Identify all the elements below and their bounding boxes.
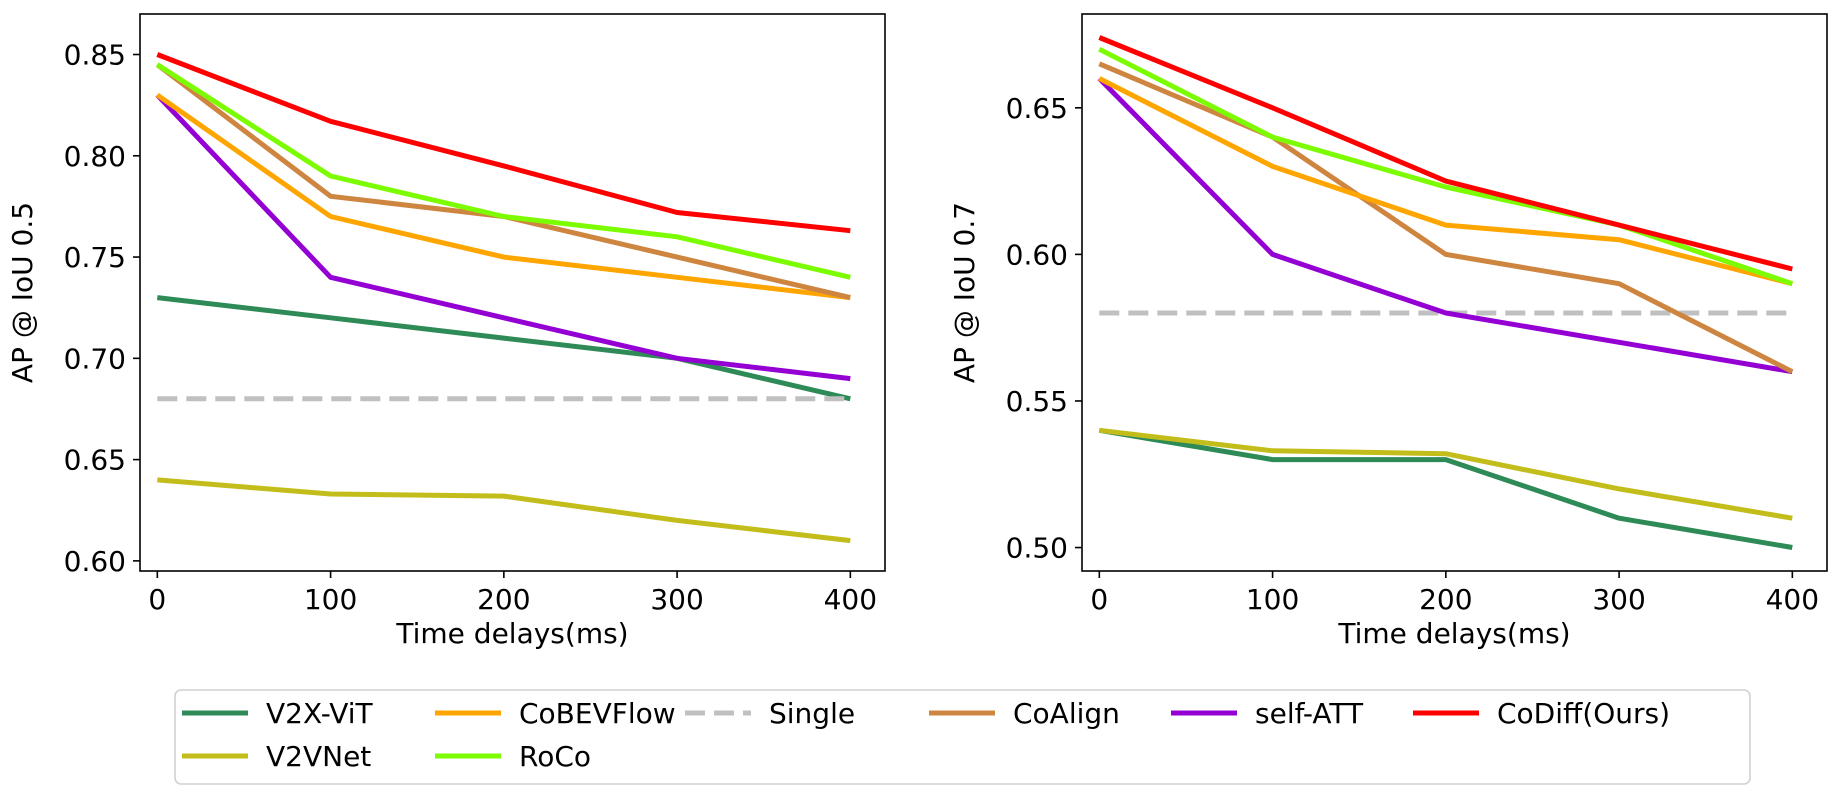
x-tick-label: 300 (1592, 583, 1645, 616)
x-tick-label: 100 (304, 583, 357, 616)
y-axis-label: AP @ IoU 0.5 (6, 202, 39, 383)
series-line-v2vnet (1099, 427, 1793, 521)
legend-label-cobevflow: CoBEVFlow (519, 697, 676, 730)
y-tick-label: 0.65 (64, 444, 126, 477)
y-tick-label: 0.60 (64, 545, 126, 578)
series-line-codiff (1098, 35, 1793, 272)
x-axis-label: Time delays(ms) (1337, 617, 1570, 650)
legend-label-coalign: CoAlign (1013, 697, 1120, 730)
legend-box (174, 689, 1751, 785)
axes-frame (1081, 13, 1828, 572)
series-line-cobevflow (1098, 76, 1793, 287)
x-tick-label: 0 (1090, 583, 1108, 616)
series-line-roco (155, 62, 851, 280)
series-line-v2x_vit (157, 295, 851, 402)
right-plot-ap-iou-0-7: 0 100 200 300 400 0.50 0.55 0.60 0.65 Time delays… (948, 13, 1828, 650)
series-line-self_att (1097, 76, 1793, 375)
y-tick-label: 0.75 (64, 241, 126, 274)
legend-label-self_att: self-ATT (1255, 697, 1364, 730)
legend-label-v2vnet: V2VNet (266, 740, 371, 773)
series-line-codiff (156, 52, 851, 234)
series-line-v2vnet (157, 477, 851, 544)
legend-label-codiff: CoDiff(Ours) (1497, 697, 1670, 730)
y-tick-label: 0.80 (64, 140, 126, 173)
series-group (155, 52, 851, 544)
x-tick-label: 300 (650, 583, 703, 616)
x-tick-label: 0 (148, 583, 166, 616)
y-tick-label: 0.85 (64, 39, 126, 72)
left-plot-ap-iou-0-5: 0 100 200 300 400 0.60 0.65 0.70 0.75 0.80 0.85 Tim… (6, 13, 886, 650)
x-axis-label: Time delays(ms) (395, 617, 628, 650)
legend-label-v2x_vit: V2X-ViT (266, 697, 374, 730)
legend: V2X-ViT V2VNet CoBEVFlow RoCo Single CoAlign s… (174, 689, 1751, 785)
series-line-coalign (1098, 61, 1794, 374)
y-tick-label: 0.50 (1006, 532, 1068, 565)
y-tick-label: 0.55 (1006, 385, 1068, 418)
y-tick-label: 0.60 (1006, 238, 1068, 271)
legend-label-single: Single (769, 697, 855, 730)
series-line-v2x_vit (1098, 427, 1793, 550)
y-tick-label: 0.70 (64, 342, 126, 375)
series-line-coalign (155, 62, 851, 301)
x-tick-label: 200 (1419, 583, 1472, 616)
x-tick-label: 400 (824, 583, 877, 616)
y-tick-label: 0.65 (1006, 92, 1068, 125)
x-tick-label: 200 (477, 583, 530, 616)
legend-label-roco: RoCo (519, 740, 591, 773)
x-tick-label: 400 (1766, 583, 1819, 616)
y-axis-label: AP @ IoU 0.7 (948, 202, 981, 383)
series-group (1097, 35, 1794, 550)
series-line-roco (1098, 46, 1794, 287)
series-line-self_att (155, 93, 851, 382)
series-line-cobevflow (155, 92, 851, 301)
axes-frame (139, 13, 886, 572)
x-tick-label: 100 (1246, 583, 1299, 616)
